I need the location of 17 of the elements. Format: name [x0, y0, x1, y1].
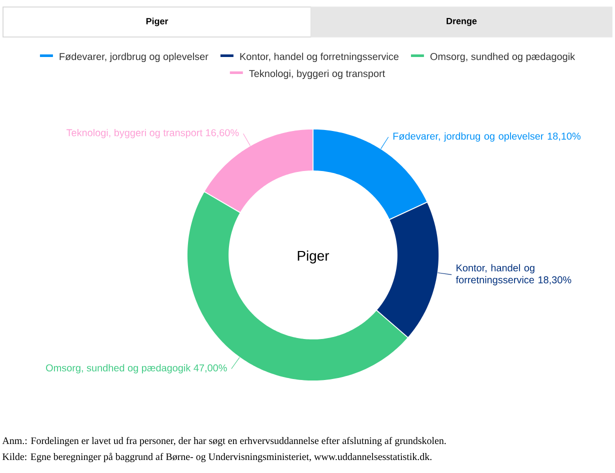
text: Anm.: Fordelingen er lavet ud fra personer, der har søgt en erhvervsuddannelse efter afslutning af grundskolen.	[2, 436, 446, 446]
data-label: 16,60%	[206, 129, 239, 138]
text: Piger	[298, 250, 330, 264]
text: Kilde: Egne beregninger på baggrund af Børne- og Undervisningsministeriet, www.uddannelsesstatistik.dk.	[2, 452, 432, 462]
legend-label: Teknologi, byggeri og transport	[249, 70, 386, 80]
slice-label: Teknologi, byggeri og transport	[66, 128, 202, 138]
legend-label: Omsorg, sundhed og pædagogik	[430, 52, 576, 62]
slice-label: Kontor, handel og forretningsservice	[456, 264, 534, 286]
data-label: 18,30%	[538, 276, 572, 285]
text: Piger	[146, 18, 168, 26]
slice-label: Fødevarer, jordbrug og oplevelser	[393, 132, 544, 142]
data-label: 47,00%	[194, 364, 227, 373]
text: Drenge	[446, 18, 477, 26]
legend-label: Fødevarer, jordbrug og oplevelser	[60, 52, 208, 62]
legend-label: Kontor, handel og forretningsservice	[240, 52, 398, 62]
slice-label: Omsorg, sundhed og pædagogik	[46, 364, 191, 374]
data-label: 18,10%	[548, 132, 581, 141]
